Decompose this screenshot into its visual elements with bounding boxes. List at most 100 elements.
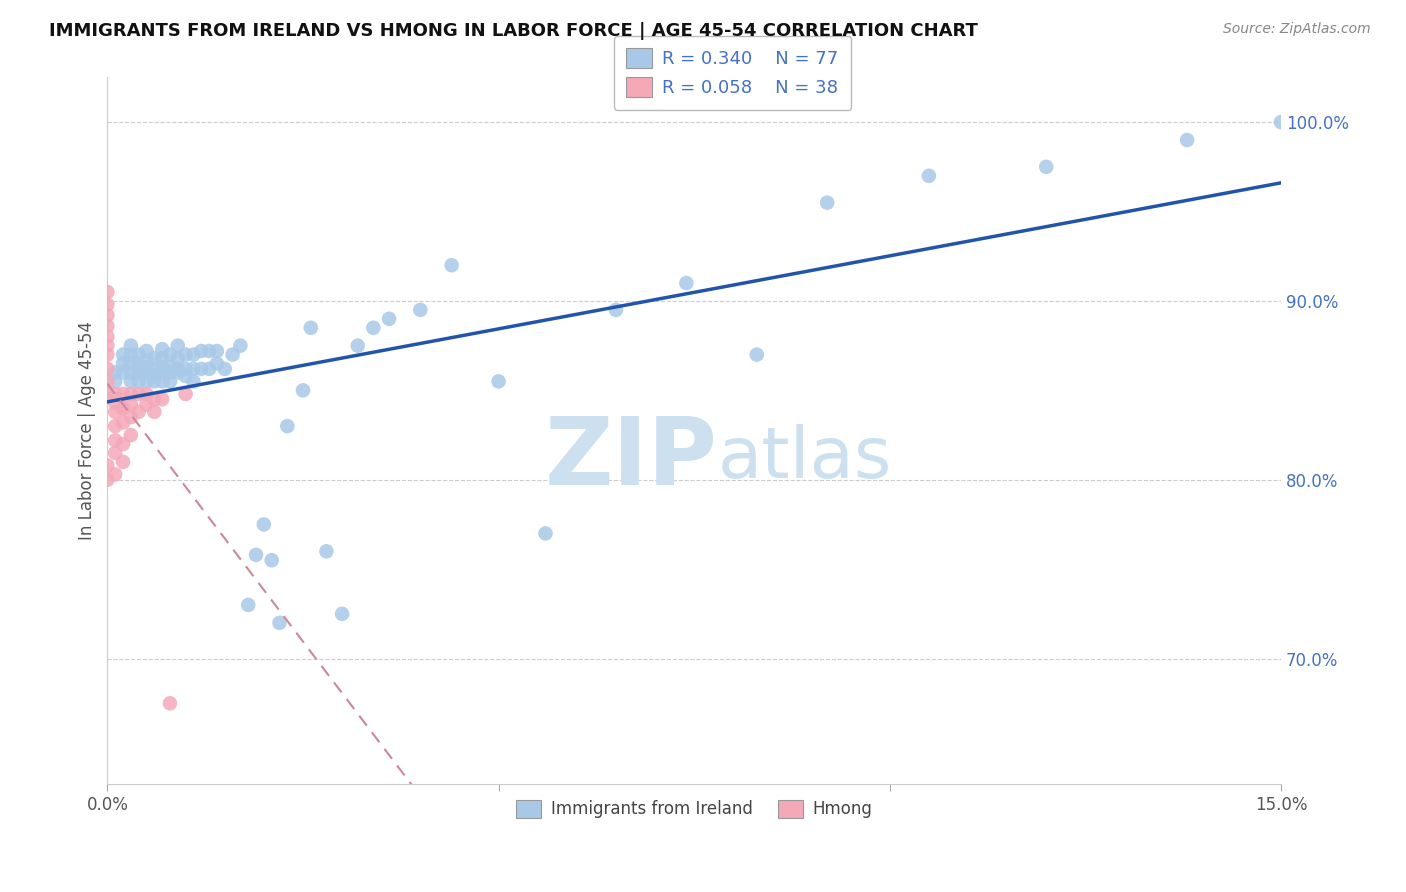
Point (363, 320, 385, 334)
Point (143, 375, 166, 389)
Point (135, 344, 157, 359)
Point (96, 375, 118, 389)
Point (104, 375, 127, 389)
Point (143, 405, 166, 419)
Point (315, 544, 337, 558)
Point (120, 387, 142, 401)
Point (135, 398, 157, 412)
Point (221, 348, 243, 362)
Point (299, 320, 322, 334)
Point (128, 405, 150, 419)
Point (745, 348, 768, 362)
Point (120, 410, 142, 425)
Y-axis label: In Labor Force | Age 45-54: In Labor Force | Age 45-54 (79, 321, 96, 540)
Point (96, 339, 118, 353)
Point (174, 387, 197, 401)
Point (1175, 133, 1198, 147)
Point (815, 195, 838, 210)
Point (1270, 115, 1292, 129)
Point (190, 362, 212, 376)
Point (346, 339, 368, 353)
Point (205, 344, 228, 359)
Point (128, 357, 150, 371)
Point (96, 458, 118, 473)
Point (150, 351, 173, 366)
Point (120, 375, 142, 389)
Point (112, 348, 135, 362)
Point (1035, 160, 1057, 174)
Point (174, 348, 197, 362)
Point (159, 366, 181, 380)
Point (96, 348, 118, 362)
Point (112, 437, 135, 451)
Point (120, 398, 142, 412)
Point (128, 387, 150, 401)
Point (112, 416, 135, 430)
Point (96, 285, 118, 299)
Point (128, 375, 150, 389)
Point (143, 369, 166, 384)
Point (190, 344, 212, 359)
Point (112, 366, 135, 380)
Point (174, 362, 197, 376)
Text: ZIP: ZIP (544, 413, 717, 505)
Point (159, 696, 181, 710)
Point (269, 615, 291, 630)
Point (112, 401, 135, 416)
Point (112, 455, 135, 469)
Point (150, 360, 173, 375)
Point (605, 302, 627, 317)
Point (918, 169, 941, 183)
Point (488, 375, 510, 389)
Point (120, 348, 142, 362)
Point (166, 362, 188, 376)
Point (96, 362, 118, 376)
Point (159, 360, 181, 375)
Point (104, 446, 127, 460)
Point (120, 339, 142, 353)
Point (245, 548, 267, 562)
Text: IMMIGRANTS FROM IRELAND VS HMONG IN LABOR FORCE | AGE 45-54 CORRELATION CHART: IMMIGRANTS FROM IRELAND VS HMONG IN LABO… (49, 22, 979, 40)
Point (166, 339, 188, 353)
Point (183, 375, 205, 389)
Point (104, 434, 127, 448)
Point (120, 428, 142, 442)
Point (143, 351, 166, 366)
Point (96, 473, 118, 487)
Point (96, 297, 118, 311)
Point (675, 276, 697, 290)
Point (120, 357, 142, 371)
Point (214, 362, 236, 376)
Point (128, 348, 150, 362)
Point (159, 348, 181, 362)
Point (135, 360, 157, 375)
Point (534, 526, 557, 541)
Point (104, 366, 127, 380)
Point (440, 258, 463, 272)
Point (120, 366, 142, 380)
Point (112, 387, 135, 401)
Point (104, 467, 127, 482)
Point (104, 387, 127, 401)
Point (253, 517, 276, 532)
Point (205, 357, 228, 371)
Point (378, 311, 401, 326)
Point (150, 366, 173, 380)
Point (174, 369, 197, 384)
Point (96, 318, 118, 333)
Point (96, 329, 118, 343)
Point (260, 553, 283, 567)
Point (166, 366, 188, 380)
Point (96, 387, 118, 401)
Point (104, 419, 127, 434)
Point (183, 348, 205, 362)
Point (143, 362, 166, 376)
Point (128, 366, 150, 380)
Point (135, 353, 157, 368)
Point (409, 302, 432, 317)
Text: Source: ZipAtlas.com: Source: ZipAtlas.com (1223, 22, 1371, 37)
Point (238, 598, 260, 612)
Point (143, 392, 166, 407)
Point (166, 351, 188, 366)
Point (198, 344, 221, 359)
